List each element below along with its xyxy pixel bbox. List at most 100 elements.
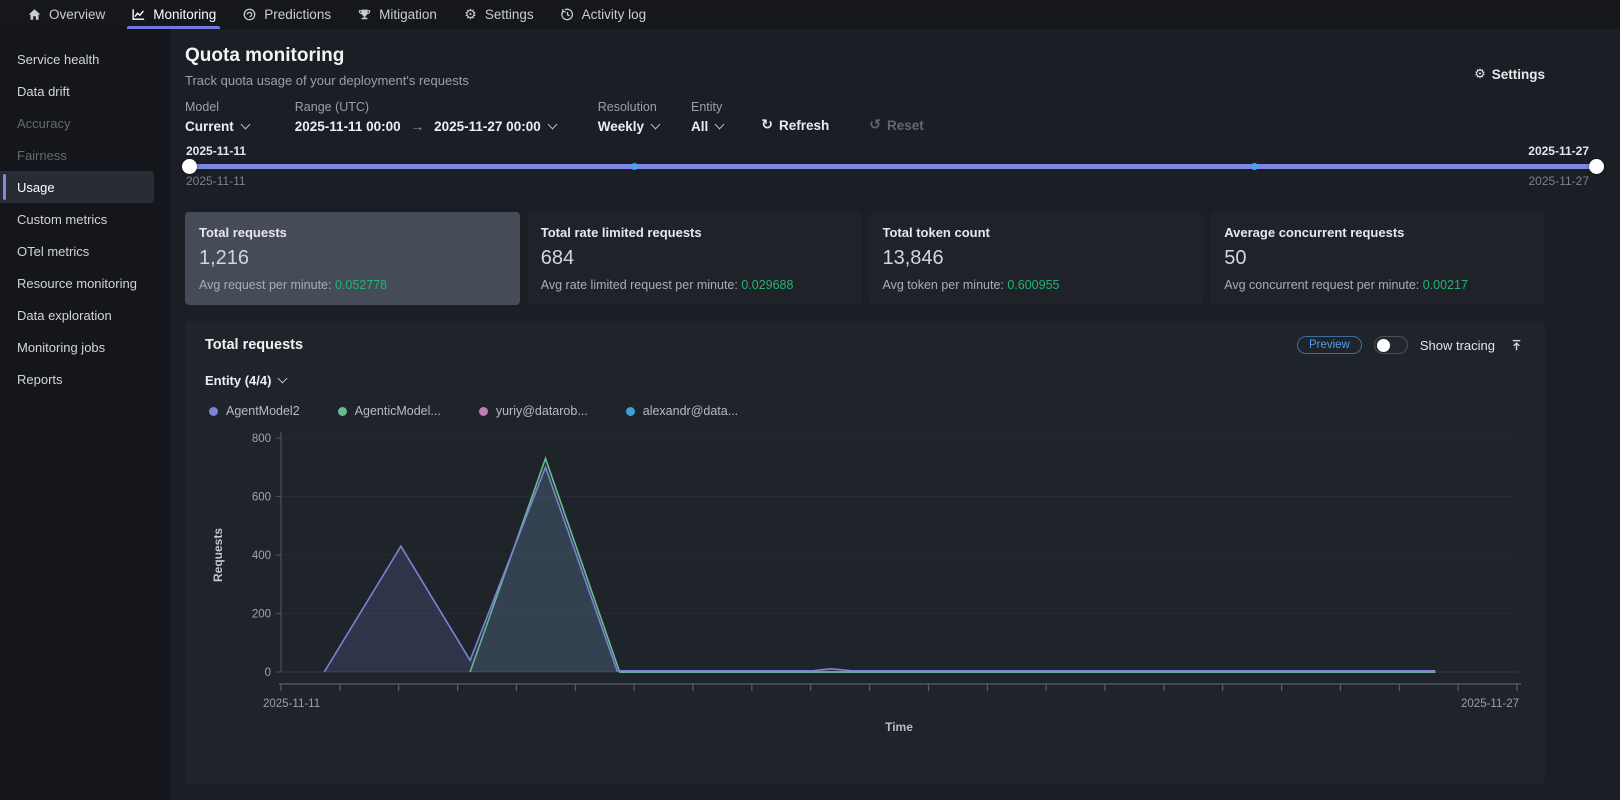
stat-rate: 0.600955 <box>1007 278 1059 292</box>
arrow-right-icon: → <box>411 119 425 134</box>
reset-icon: ↺ <box>869 117 881 133</box>
total-requests-panel: Total requests Preview Show tracing Enti… <box>185 321 1545 784</box>
nav-item-activity-log[interactable]: Activity log <box>547 0 660 29</box>
chart-legend: AgentModel2 AgenticModel... yuriy@datarob.… <box>209 404 1525 418</box>
gear-icon: ⚙ <box>463 7 478 22</box>
svg-text:800: 800 <box>252 433 271 445</box>
legend-dot-icon <box>209 407 218 416</box>
preview-badge: Preview <box>1297 336 1362 354</box>
slider-track[interactable] <box>185 164 1601 169</box>
chart-icon <box>131 7 146 22</box>
home-icon <box>27 7 42 22</box>
nav-item-label: Mitigation <box>379 7 437 22</box>
nav-item-predictions[interactable]: Predictions <box>229 0 344 29</box>
model-label: Model <box>185 100 249 114</box>
sidebar-item-service-health[interactable]: Service health <box>0 43 154 75</box>
nav-item-label: Settings <box>485 7 534 22</box>
sidebar-item-data-exploration[interactable]: Data exploration <box>0 299 154 331</box>
svg-text:2025-11-27: 2025-11-27 <box>1461 698 1519 710</box>
slider-marker-dot <box>631 163 638 170</box>
svg-text:0: 0 <box>265 667 271 679</box>
sidebar-item-monitoring-jobs[interactable]: Monitoring jobs <box>0 331 154 363</box>
main-content: Quota monitoring Track quota usage of yo… <box>170 29 1620 800</box>
svg-text:600: 600 <box>252 492 271 504</box>
stat-value: 50 <box>1224 247 1531 270</box>
sidebar-item-reports[interactable]: Reports <box>0 363 154 395</box>
range-select[interactable]: 2025-11-11 00:00 → 2025-11-27 00:00 <box>295 119 556 134</box>
nav-item-label: Overview <box>49 7 105 22</box>
history-icon <box>560 7 575 22</box>
entity-filter-dropdown[interactable]: Entity (4/4) <box>205 373 286 388</box>
export-icon[interactable] <box>1507 336 1525 354</box>
nav-item-monitoring[interactable]: Monitoring <box>118 0 229 29</box>
entity-select[interactable]: All <box>691 119 723 134</box>
legend-label: AgenticModel... <box>355 404 441 418</box>
chevron-down-icon <box>547 120 557 130</box>
legend-dot-icon <box>479 407 488 416</box>
sidebar: Service health Data drift Accuracy Fairn… <box>0 29 170 800</box>
nav-item-label: Activity log <box>582 7 647 22</box>
refresh-button[interactable]: ↻ Refresh <box>761 117 829 134</box>
legend-label: AgentModel2 <box>226 404 300 418</box>
slider-handle-end[interactable] <box>1589 159 1604 174</box>
stat-rate: 0.00217 <box>1423 278 1468 292</box>
legend-item[interactable]: alexandr@data... <box>626 404 738 418</box>
slider-handle-start[interactable] <box>182 159 197 174</box>
slider-start-label: 2025-11-11 <box>186 144 246 158</box>
legend-dot-icon <box>626 407 635 416</box>
stat-card-concurrent-requests[interactable]: Average concurrent requests 50 Avg concu… <box>1210 212 1545 305</box>
refresh-icon: ↻ <box>761 117 773 133</box>
toggle-knob <box>1377 339 1390 352</box>
slider-end-label: 2025-11-27 <box>1528 144 1589 158</box>
svg-text:400: 400 <box>252 550 271 562</box>
resolution-select[interactable]: Weekly <box>598 119 659 134</box>
requests-chart: 0 200 400 600 800 Requests 2025-11-11 2025-11-2… <box>205 424 1525 753</box>
stat-value: 13,846 <box>883 247 1190 270</box>
nav-item-overview[interactable]: Overview <box>14 0 118 29</box>
gear-icon: ⚙ <box>1474 67 1486 82</box>
trophy-icon <box>357 7 372 22</box>
page-title: Quota monitoring <box>185 45 469 67</box>
chevron-down-icon <box>278 374 288 384</box>
svg-text:200: 200 <box>252 609 271 621</box>
legend-item[interactable]: AgentModel2 <box>209 404 300 418</box>
show-tracing-label: Show tracing <box>1420 338 1495 353</box>
nav-item-settings[interactable]: ⚙ Settings <box>450 0 547 29</box>
resolution-label: Resolution <box>598 100 659 114</box>
nav-item-label: Monitoring <box>153 7 216 22</box>
sidebar-item-custom-metrics[interactable]: Custom metrics <box>0 203 154 235</box>
svg-text:2025-11-11: 2025-11-11 <box>263 698 320 710</box>
stat-value: 1,216 <box>199 247 506 270</box>
svg-text:Requests: Requests <box>211 528 225 582</box>
date-range-slider: 2025-11-11 2025-11-11 2025-11-27 2025-11… <box>185 142 1601 194</box>
legend-label: yuriy@datarob... <box>496 404 588 418</box>
stat-value: 684 <box>541 247 848 270</box>
sidebar-item-fairness[interactable]: Fairness <box>0 139 154 171</box>
sidebar-item-usage[interactable]: Usage <box>0 171 154 203</box>
panel-title: Total requests <box>205 337 303 353</box>
sidebar-item-otel-metrics[interactable]: OTel metrics <box>0 235 154 267</box>
sidebar-item-resource-monitoring[interactable]: Resource monitoring <box>0 267 154 299</box>
range-label: Range (UTC) <box>295 100 556 114</box>
nav-item-mitigation[interactable]: Mitigation <box>344 0 450 29</box>
slider-start-sublabel: 2025-11-11 <box>186 174 246 188</box>
sidebar-item-data-drift[interactable]: Data drift <box>0 75 154 107</box>
predictions-icon <box>242 7 257 22</box>
stat-card-rate-limited[interactable]: Total rate limited requests 684 Avg rate… <box>527 212 862 305</box>
page-subtitle: Track quota usage of your deployment's r… <box>185 73 469 88</box>
model-select[interactable]: Current <box>185 119 249 134</box>
stat-card-total-requests[interactable]: Total requests 1,216 Avg request per min… <box>185 212 520 305</box>
legend-item[interactable]: yuriy@datarob... <box>479 404 588 418</box>
stat-card-token-count[interactable]: Total token count 13,846 Avg token per m… <box>869 212 1204 305</box>
page-settings-button[interactable]: ⚙ Settings <box>1474 67 1545 82</box>
legend-label: alexandr@data... <box>643 404 738 418</box>
legend-dot-icon <box>338 407 347 416</box>
reset-button[interactable]: ↺ Reset <box>869 117 924 134</box>
stat-rate: 0.052778 <box>335 278 387 292</box>
legend-item[interactable]: AgenticModel... <box>338 404 441 418</box>
stat-rate: 0.029688 <box>741 278 793 292</box>
show-tracing-toggle[interactable] <box>1374 336 1408 354</box>
sidebar-item-accuracy[interactable]: Accuracy <box>0 107 154 139</box>
chevron-down-icon <box>715 120 725 130</box>
nav-item-label: Predictions <box>264 7 331 22</box>
